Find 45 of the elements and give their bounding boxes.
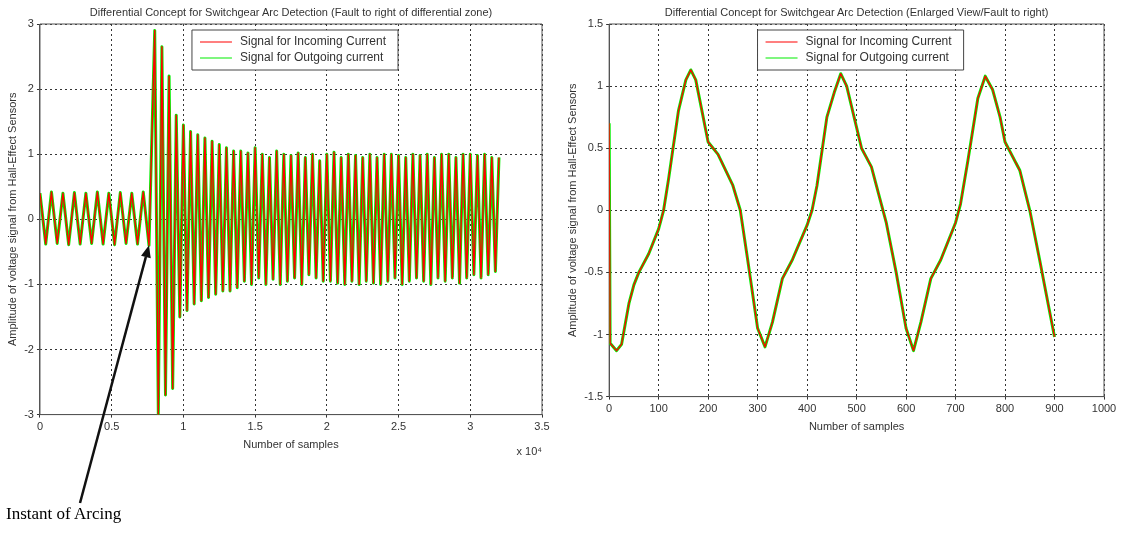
x-tick-label: 900 xyxy=(1045,402,1064,415)
x-tick-label: 400 xyxy=(797,402,817,415)
x-tick-label: 2 xyxy=(323,420,330,433)
y-tick-label: 0 xyxy=(597,203,604,216)
x-tick-label: 0.5 xyxy=(104,420,120,433)
x-tick-label: 0 xyxy=(606,402,613,415)
y-tick-label: -1 xyxy=(593,327,604,340)
y-tick-label: -3 xyxy=(24,407,34,420)
y-axis-title: Amplitude of voltage signal from Hall-Effect Sensors xyxy=(5,92,18,347)
x-tick-label: 1000 xyxy=(1091,402,1117,415)
x-tick-label: 800 xyxy=(995,402,1015,415)
legend-label: Signal for Outgoing current xyxy=(239,50,385,65)
text: x 10⁴ xyxy=(516,445,543,458)
y-tick-label: -1 xyxy=(24,277,34,290)
chart-title: Differential Concept for Switchgear Arc Detection (Enlarged View/Fault to right) xyxy=(664,5,1049,18)
y-tick-label: -0.5 xyxy=(584,265,604,278)
x-tick-label: 2.5 xyxy=(390,420,407,433)
x-tick-label: 300 xyxy=(748,402,767,415)
y-tick-label: -1.5 xyxy=(584,389,604,402)
y-tick-label: 3 xyxy=(27,17,34,30)
x-axis-title: Number of samples xyxy=(808,420,905,433)
x-tick-label: 200 xyxy=(698,402,718,415)
x-tick-label: 3.5 xyxy=(534,420,550,433)
text: Instant of Arcing xyxy=(6,504,122,524)
x-tick-label: 500 xyxy=(847,402,866,415)
y-tick-label: 1 xyxy=(27,147,34,160)
y-tick-label: 1.5 xyxy=(587,17,604,30)
x-tick-label: 1.5 xyxy=(247,420,263,433)
legend-label: Signal for Outgoing current xyxy=(805,50,950,65)
x-tick-label: 1 xyxy=(180,420,187,433)
y-tick-label: 0.5 xyxy=(587,141,604,154)
y-axis-title: Amplitude of voltage signal from Hall-Effect Sensors xyxy=(565,83,578,338)
x-tick-label: 600 xyxy=(896,402,916,415)
y-tick-label: 2 xyxy=(27,82,34,95)
y-tick-label: 1 xyxy=(597,79,604,92)
x-tick-label: 100 xyxy=(649,402,668,415)
chart-title: Differential Concept for Switchgear Arc Detection (Fault to right of differential zone) xyxy=(89,5,493,18)
legend-label: Signal for Incoming Current xyxy=(239,34,387,49)
x-tick-label: 0 xyxy=(36,420,44,433)
x-tick-label: 3 xyxy=(467,420,474,433)
x-tick-label: 700 xyxy=(946,402,965,415)
y-tick-label: -2 xyxy=(24,342,34,355)
legend-label: Signal for Incoming Current xyxy=(805,34,953,49)
x-axis-title: Number of samples xyxy=(243,438,340,451)
y-tick-label: 0 xyxy=(27,212,34,225)
